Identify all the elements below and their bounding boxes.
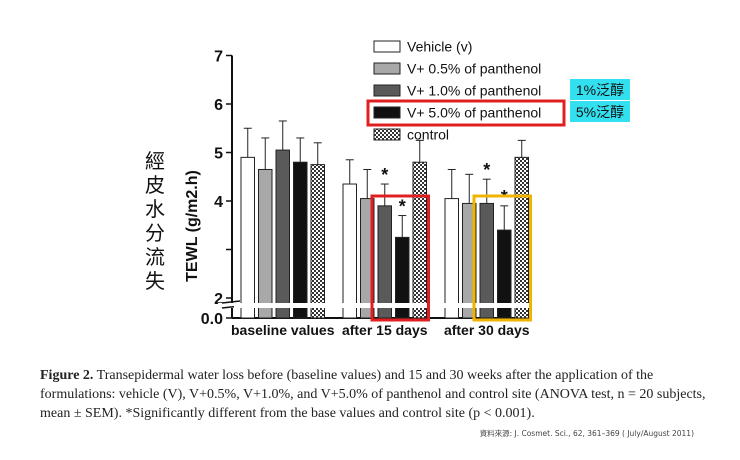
side-label-char: 皮 (145, 174, 165, 197)
legend-tag: 1%泛醇 (576, 82, 624, 98)
highlight-box (472, 194, 532, 322)
legend-label: Vehicle (v) (407, 39, 472, 55)
bar (342, 183, 357, 319)
legend-label: V+ 1.0% of panthenol (407, 83, 541, 99)
bar (377, 205, 392, 319)
highlight-box (370, 194, 430, 322)
legend-swatch (373, 40, 401, 53)
side-label-char: 水 (145, 198, 165, 221)
y-tick-label: 4 (214, 194, 223, 211)
y-tick-label: 7 (214, 49, 223, 66)
y-tick-label: 6 (214, 97, 223, 114)
figure-caption: Figure 2. Transepidermal water loss befo… (40, 366, 720, 423)
bar (479, 202, 494, 319)
bar (310, 164, 325, 319)
side-label-char: 分 (145, 222, 165, 245)
bar (275, 149, 290, 319)
side-label-char: 流 (145, 246, 165, 269)
legend-tag: 5%泛醇 (576, 104, 624, 120)
bar (514, 156, 529, 319)
caption-text: Transepidermal water loss before (baseli… (40, 368, 706, 421)
y-tick-label: 0.0 (201, 311, 223, 328)
bar (412, 161, 427, 319)
side-label-char: 經 (145, 150, 165, 173)
x-tick-label: after 15 days (342, 322, 428, 338)
x-tick-label: baseline values (231, 322, 335, 338)
bar (444, 198, 459, 319)
y-axis-label: TEWL (g/m2.h) (184, 170, 201, 282)
legend-swatch (373, 84, 401, 97)
axis-break-mark (221, 300, 241, 304)
bar (258, 168, 273, 319)
legend-swatch (373, 106, 401, 119)
significance-marker: * (483, 160, 490, 180)
legend-label: control (407, 127, 449, 143)
legend-swatch (373, 128, 401, 141)
y-tick-label: 2 (214, 291, 223, 308)
x-tick-label: after 30 days (444, 322, 530, 338)
legend-label: V+ 5.0% of panthenol (407, 105, 541, 121)
legend-tag-bg (570, 79, 630, 100)
significance-marker: * (399, 197, 406, 217)
legend-highlight-box (366, 99, 566, 127)
legend-tag-bg (570, 101, 630, 122)
legend: Vehicle (v) V+ 0.5% of panthenol V+ 1.0% o… (366, 39, 630, 143)
legend-label: V+ 0.5% of panthenol (407, 61, 541, 77)
axis-break-gap (234, 303, 530, 308)
side-label-char: 失 (145, 270, 165, 293)
bar (293, 161, 308, 319)
bar (240, 156, 255, 319)
significance-marker: * (381, 165, 388, 185)
legend-swatch (373, 62, 401, 75)
caption-lead: Figure 2. (40, 368, 94, 383)
chart: Vehicle (v) V+ 0.5% of panthenol V+ 1.0% o… (145, 39, 630, 338)
y-tick-label: 5 (214, 146, 223, 163)
source-note: 資料來源: J. Cosmet. Sci., 62, 361–369 ( Jul… (479, 429, 694, 438)
